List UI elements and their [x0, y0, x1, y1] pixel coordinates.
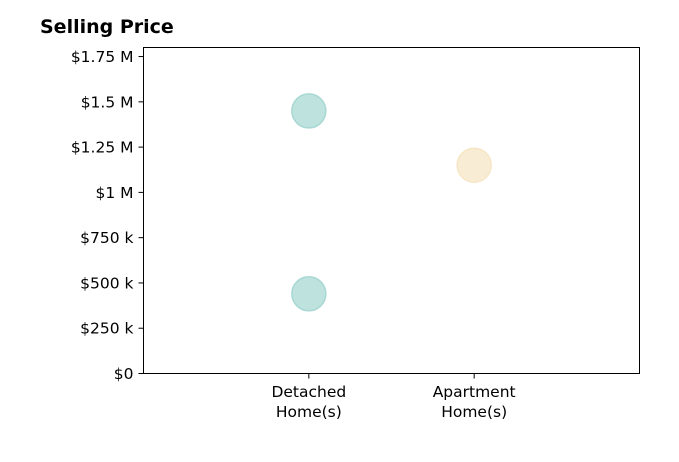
y-axis: $0 $250 k $500 k $750 k $1 M $1.25 M $1.5 M $1.… — [71, 48, 144, 383]
x-axis: Detached Home(s) Apartment Home(s) — [271, 373, 516, 421]
y-tick-label: $1 M — [95, 184, 133, 202]
plot-area-frame — [143, 47, 640, 374]
y-tick-label: $1.5 M — [81, 93, 134, 111]
x-tick-label: Apartment Home(s) — [433, 383, 516, 421]
y-tick-label: $0 — [114, 365, 134, 383]
data-point — [456, 147, 492, 183]
y-tick-label: $750 k — [80, 229, 133, 247]
data-point — [291, 93, 327, 129]
chart-title: Selling Price — [40, 16, 174, 38]
y-tick-label: $250 k — [80, 320, 133, 338]
y-tick-label: $500 k — [80, 274, 133, 292]
y-tick-label: $1.25 M — [71, 139, 134, 157]
data-point — [291, 276, 327, 312]
y-tick-label: $1.75 M — [71, 48, 134, 66]
x-tick-label: Detached Home(s) — [271, 383, 346, 421]
data-points — [291, 93, 492, 312]
